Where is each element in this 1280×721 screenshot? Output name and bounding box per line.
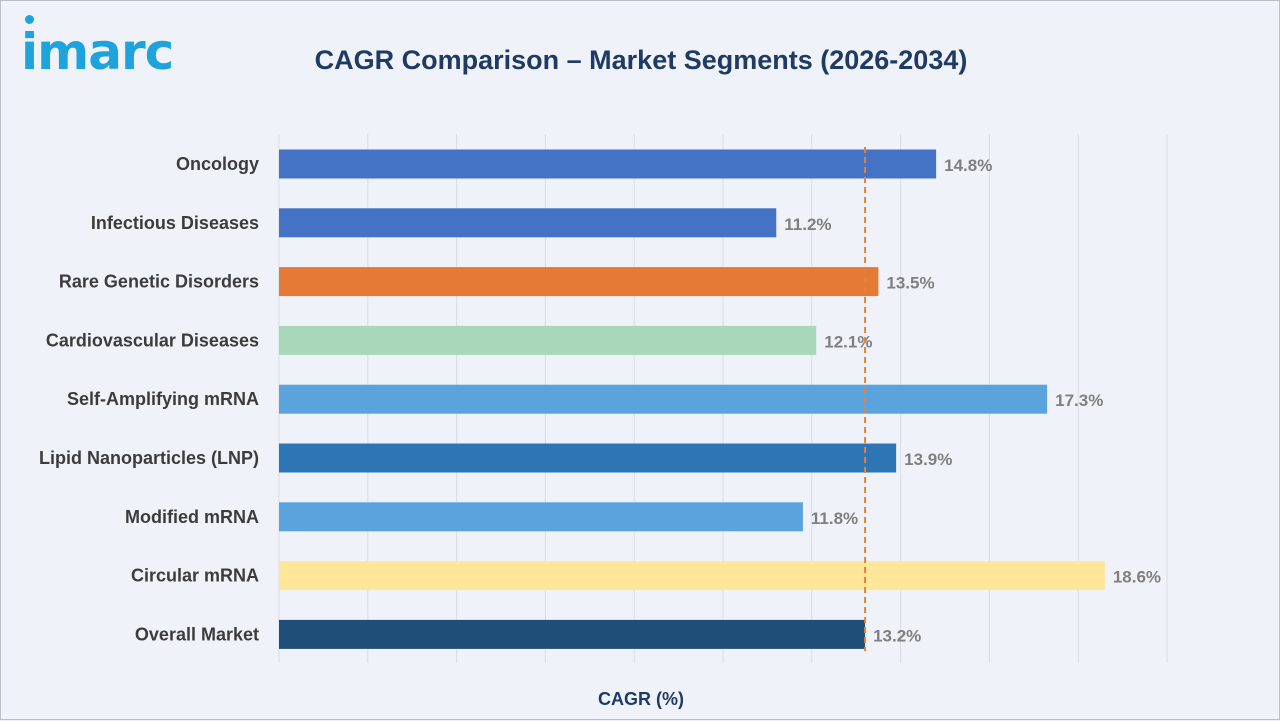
category-label: Oncology bbox=[176, 154, 259, 174]
category-label: Rare Genetic Disorders bbox=[59, 272, 259, 292]
value-label: 13.5% bbox=[886, 274, 934, 293]
bar bbox=[279, 325, 817, 355]
category-label: Circular mRNA bbox=[131, 566, 259, 586]
value-label: 14.8% bbox=[944, 156, 992, 175]
category-labels: Oncology Infectious Diseases Rare Genetic … bbox=[39, 154, 259, 644]
bar bbox=[279, 443, 897, 473]
value-label: 11.2% bbox=[784, 215, 831, 234]
category-label: Lipid Nanoparticles (LNP) bbox=[39, 448, 259, 468]
bar bbox=[279, 502, 803, 532]
value-label: 17.3% bbox=[1055, 391, 1103, 410]
bar bbox=[279, 208, 777, 238]
bar bbox=[279, 561, 1105, 591]
bar bbox=[279, 384, 1048, 414]
value-label: 13.2% bbox=[873, 626, 921, 645]
value-label: 18.6% bbox=[1113, 568, 1161, 587]
category-label: Cardiovascular Diseases bbox=[46, 330, 259, 350]
value-label: 11.8% bbox=[811, 509, 858, 528]
category-label: Self-Amplifying mRNA bbox=[67, 389, 259, 409]
bar bbox=[279, 619, 866, 649]
chart-title: CAGR Comparison – Market Segments (2026-… bbox=[314, 45, 968, 75]
value-labels: 14.8% 11.2% 13.5% 12.1% 17.3% 13.9% 11.8% 18.6%… bbox=[784, 156, 1161, 645]
value-label: 13.9% bbox=[904, 450, 952, 469]
category-label: Overall Market bbox=[135, 624, 259, 644]
category-label: Modified mRNA bbox=[125, 507, 259, 527]
bars bbox=[279, 149, 1105, 649]
category-label: Infectious Diseases bbox=[91, 213, 259, 233]
x-axis-title: CAGR (%) bbox=[598, 689, 684, 709]
bar bbox=[279, 149, 937, 179]
bar bbox=[279, 267, 879, 297]
logo-dot bbox=[25, 15, 34, 24]
value-label: 12.1% bbox=[824, 332, 872, 351]
logo: imarc bbox=[21, 23, 174, 81]
